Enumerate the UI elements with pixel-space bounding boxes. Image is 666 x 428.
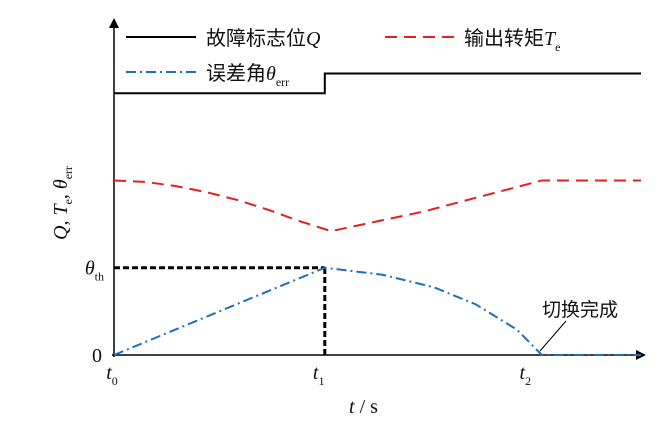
series-line-torque [113,179,641,233]
axis-ticks: t0 t1 t2 0 θth [85,258,531,388]
annotation-leader [539,320,567,352]
legend: 故障标志位Q 输出转矩Te 误差角θerr [126,26,560,89]
series-line-error [113,266,641,356]
series-line-fault [114,72,641,95]
x-tick-label-t0: t0 [106,362,118,388]
annotation-text: 切换完成 [542,299,618,321]
reference-lines [114,266,327,355]
x-tick-label-t2: t2 [520,362,532,388]
y-tick-label-theta-th: θth [85,258,104,284]
y-axis-title: Q, Te, θerr [50,166,75,240]
x-axis-title: t / s [349,396,378,418]
x-tick-label-t1: t1 [313,362,325,388]
y-tick-label-zero: 0 [92,345,102,367]
legend-label-fault: 故障标志位Q [206,26,321,50]
legend-label-torque: 输出转矩Te [464,26,560,54]
annotation-switch-complete: 切换完成 [539,299,618,352]
legend-label-error: 误差角θerr [206,61,289,89]
series-lines [113,72,641,356]
